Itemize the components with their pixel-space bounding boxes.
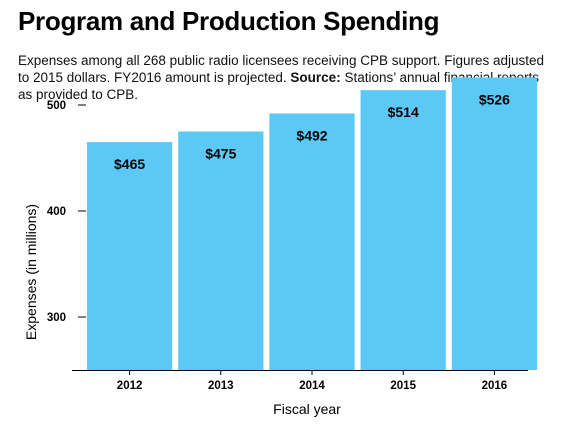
chart-subtitle: Expenses among all 268 public radio lice… — [18, 52, 548, 103]
bar-2012 — [87, 142, 173, 370]
y-axis-title: Expenses (in millions) — [23, 204, 39, 340]
x-tick-label: 2014 — [299, 380, 325, 392]
y-tick-label: 500 — [47, 100, 66, 112]
bars-layer: $465 $475 $492 $514 $526 — [87, 77, 537, 370]
x-tick-label: 2016 — [482, 380, 508, 392]
y-tick-label: 400 — [47, 206, 66, 218]
bar-value-label: $475 — [205, 146, 236, 162]
x-tick-label: 2015 — [390, 380, 416, 392]
bar-value-label: $492 — [296, 127, 327, 143]
bar-2015 — [360, 90, 446, 370]
subtitle-text: Expenses among all 268 public radio lice… — [18, 53, 545, 85]
x-tick-label: 2013 — [208, 380, 234, 392]
source-label: Source: — [290, 70, 341, 85]
bar-value-label: $526 — [479, 91, 510, 107]
bar-2014 — [269, 113, 355, 370]
chart-title: Program and Production Spending — [18, 6, 440, 36]
axes-layer: 2012 2013 2014 2015 2016 300 400 500 — [47, 100, 528, 392]
bar-2016 — [451, 77, 537, 370]
y-tick-label: 300 — [47, 312, 66, 324]
bar-value-label: $465 — [114, 156, 145, 172]
bar-value-label: $514 — [388, 104, 419, 120]
x-tick-label: 2012 — [117, 380, 143, 392]
bar-2013 — [178, 131, 264, 370]
x-axis-title: Fiscal year — [273, 401, 341, 417]
